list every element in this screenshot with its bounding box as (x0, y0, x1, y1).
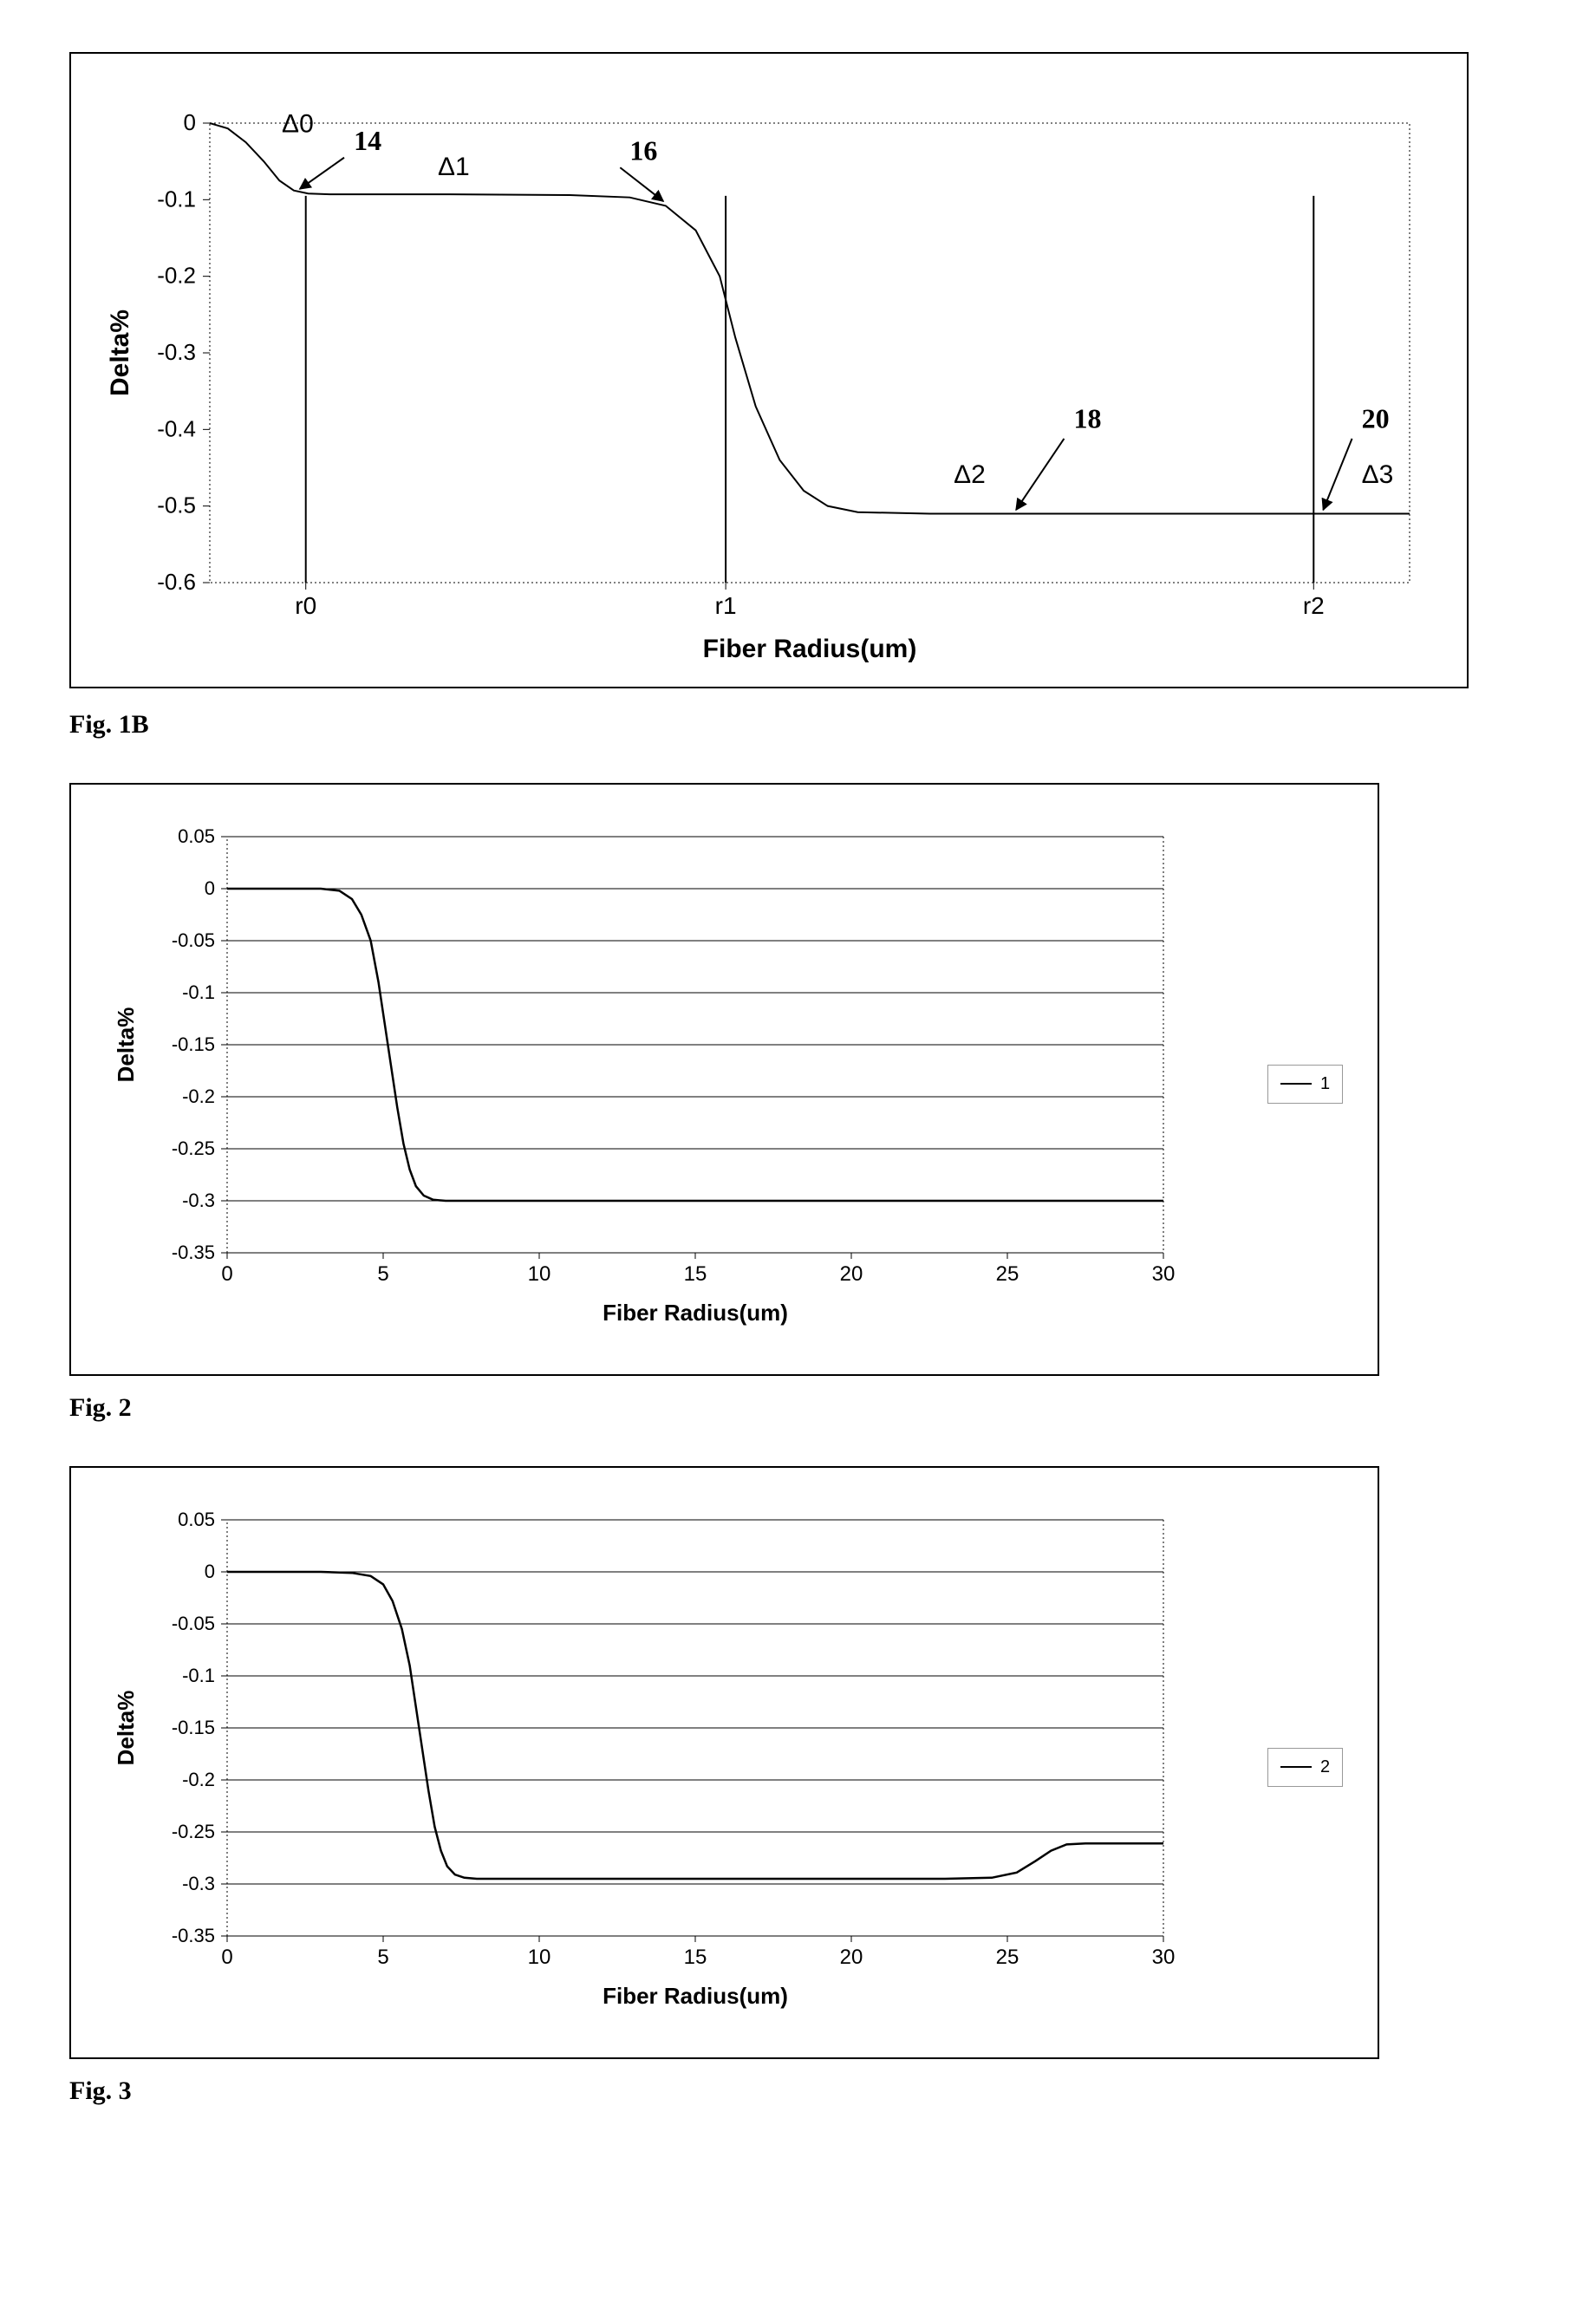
svg-text:Fiber Radius(um): Fiber Radius(um) (603, 1983, 788, 2009)
svg-text:-0.5: -0.5 (157, 492, 196, 518)
svg-text:-0.25: -0.25 (172, 1821, 215, 1842)
svg-text:-0.4: -0.4 (157, 415, 196, 441)
svg-text:0: 0 (205, 877, 215, 899)
svg-text:10: 10 (528, 1262, 551, 1286)
figure-1b: 0 -0.1 -0.2 -0.3 -0.4 -0.5 -0.6 r0 r1 r2 Δ0 Δ1 Δ2 Δ3 1… (69, 52, 1527, 740)
svg-text:5: 5 (377, 1946, 388, 1969)
svg-text:-0.35: -0.35 (172, 1242, 215, 1263)
svg-text:-0.05: -0.05 (172, 929, 215, 951)
figure-1b-frame: 0 -0.1 -0.2 -0.3 -0.4 -0.5 -0.6 r0 r1 r2 Δ0 Δ1 Δ2 Δ3 1… (69, 52, 1469, 688)
figure-2: 0.05 0 -0.05 -0.1 -0.15 -0.2 -0.25 -0.3 -0.35 0 5 1… (69, 783, 1527, 1423)
svg-text:16: 16 (629, 134, 657, 166)
figure-3-frame: 0.05 0 -0.05 -0.1 -0.15 -0.2 -0.25 -0.3 -0.35 0 5 1… (69, 1466, 1379, 2059)
svg-text:-0.1: -0.1 (182, 981, 215, 1003)
svg-text:-0.35: -0.35 (172, 1925, 215, 1946)
svg-text:0: 0 (205, 1561, 215, 1582)
svg-text:-0.3: -0.3 (182, 1190, 215, 1211)
svg-text:-0.25: -0.25 (172, 1137, 215, 1159)
figure-1b-caption: Fig. 1B (69, 710, 1527, 740)
svg-text:25: 25 (996, 1262, 1019, 1286)
svg-text:-0.15: -0.15 (172, 1033, 215, 1055)
figure-2-legend: 1 (1267, 1065, 1343, 1104)
svg-text:-0.2: -0.2 (182, 1769, 215, 1790)
legend-swatch-icon (1280, 1083, 1312, 1085)
svg-text:-0.05: -0.05 (172, 1613, 215, 1634)
svg-text:0: 0 (221, 1262, 232, 1286)
svg-text:20: 20 (1362, 403, 1390, 434)
svg-text:30: 30 (1152, 1946, 1176, 1969)
svg-text:15: 15 (684, 1946, 707, 1969)
svg-text:0.05: 0.05 (178, 825, 215, 847)
figure-3-plot: 0.05 0 -0.05 -0.1 -0.15 -0.2 -0.25 -0.3 -0.35 0 5 1… (97, 1494, 1250, 2040)
svg-text:-0.3: -0.3 (182, 1873, 215, 1894)
legend-label: 2 (1320, 1757, 1330, 1777)
svg-text:20: 20 (840, 1946, 863, 1969)
svg-text:25: 25 (996, 1946, 1019, 1969)
svg-text:0.05: 0.05 (178, 1509, 215, 1530)
svg-text:Δ1: Δ1 (438, 153, 470, 181)
figure-3: 0.05 0 -0.05 -0.1 -0.15 -0.2 -0.25 -0.3 -0.35 0 5 1… (69, 1466, 1527, 2106)
figure-3-legend: 2 (1267, 1748, 1343, 1787)
legend-label: 1 (1320, 1074, 1330, 1094)
svg-text:20: 20 (840, 1262, 863, 1286)
svg-text:Delta%: Delta% (113, 1691, 139, 1766)
figure-3-caption: Fig. 3 (69, 2076, 1527, 2106)
svg-text:Δ2: Δ2 (954, 460, 986, 489)
svg-text:10: 10 (528, 1946, 551, 1969)
svg-text:0: 0 (184, 109, 196, 135)
svg-text:Delta%: Delta% (113, 1007, 139, 1083)
svg-text:-0.3: -0.3 (157, 339, 196, 365)
svg-text:-0.2: -0.2 (182, 1085, 215, 1107)
svg-text:Δ0: Δ0 (282, 110, 314, 139)
figure-2-caption: Fig. 2 (69, 1393, 1527, 1423)
svg-text:r2: r2 (1303, 592, 1325, 619)
svg-text:5: 5 (377, 1262, 388, 1286)
svg-text:-0.6: -0.6 (157, 569, 196, 595)
legend-swatch-icon (1280, 1766, 1312, 1768)
svg-text:Fiber Radius(um): Fiber Radius(um) (603, 1300, 788, 1326)
svg-text:-0.1: -0.1 (157, 186, 196, 212)
svg-text:r0: r0 (295, 592, 316, 619)
svg-text:-0.15: -0.15 (172, 1717, 215, 1738)
figure-1b-plot: 0 -0.1 -0.2 -0.3 -0.4 -0.5 -0.6 r0 r1 r2 Δ0 Δ1 Δ2 Δ3 1… (97, 80, 1432, 669)
svg-text:Δ3: Δ3 (1362, 460, 1394, 489)
svg-text:r1: r1 (715, 592, 737, 619)
svg-text:15: 15 (684, 1262, 707, 1286)
svg-text:-0.2: -0.2 (157, 263, 196, 289)
svg-text:0: 0 (221, 1946, 232, 1969)
figure-2-frame: 0.05 0 -0.05 -0.1 -0.15 -0.2 -0.25 -0.3 -0.35 0 5 1… (69, 783, 1379, 1376)
svg-text:18: 18 (1073, 403, 1101, 434)
svg-text:Fiber Radius(um): Fiber Radius(um) (703, 635, 917, 663)
svg-text:-0.1: -0.1 (182, 1665, 215, 1686)
svg-text:30: 30 (1152, 1262, 1176, 1286)
svg-text:Delta%: Delta% (106, 310, 134, 396)
figure-2-plot: 0.05 0 -0.05 -0.1 -0.15 -0.2 -0.25 -0.3 -0.35 0 5 1… (97, 811, 1250, 1357)
svg-text:14: 14 (354, 125, 381, 156)
